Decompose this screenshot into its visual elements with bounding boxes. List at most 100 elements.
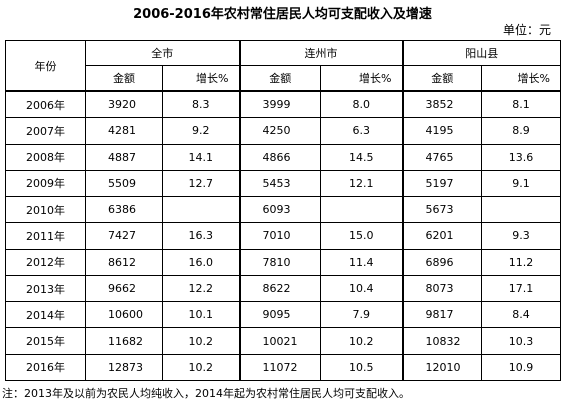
income-table: 年份 全市 连州市 阳山县 金额 增长% 金额 增长% 金额 增长% 2006年…: [5, 40, 561, 382]
amount-cell: 12873: [85, 353, 163, 382]
amount-cell: 4765: [401, 143, 482, 171]
growth-cell: 9.1: [481, 169, 561, 198]
year-cell: 2016年: [5, 353, 86, 382]
growth-cell: 10.3: [481, 327, 561, 355]
growth-cell: 15.0: [320, 222, 403, 250]
growth-cell: [320, 196, 403, 224]
table-row: 2007年 4281 9.2 4250 6.3 4195 8.9: [5, 117, 561, 145]
year-cell: 2010年: [5, 196, 86, 224]
growth-cell: 11.4: [320, 248, 403, 276]
amount-cell: 8073: [401, 274, 482, 303]
year-cell: 2006年: [5, 90, 86, 119]
amount-header: 金额: [238, 65, 321, 92]
amount-cell: 4195: [401, 117, 482, 145]
table-row: 2010年 6386 6093 5673: [5, 196, 561, 224]
year-cell: 2013年: [5, 274, 86, 303]
growth-cell: 12.1: [320, 169, 403, 198]
growth-cell: 14.5: [320, 143, 403, 171]
growth-cell: 10.2: [162, 353, 240, 382]
table-body: 2006年 3920 8.3 3999 8.0 3852 8.1 2007年 4281 9.2 42…: [5, 90, 561, 382]
amount-cell: 4887: [85, 143, 163, 171]
growth-header: 增长%: [320, 65, 403, 92]
growth-cell: 12.2: [162, 274, 240, 303]
growth-cell: 14.1: [162, 143, 240, 171]
year-header: 年份: [5, 40, 86, 92]
table-row: 2011年 7427 16.3 7010 15.0 6201 9.3: [5, 222, 561, 250]
amount-cell: 7427: [85, 222, 163, 250]
growth-cell: 6.3: [320, 117, 403, 145]
amount-cell: 3920: [85, 90, 163, 119]
growth-cell: 10.1: [162, 301, 240, 329]
header-row-metrics: 金额 增长% 金额 增长% 金额 增长%: [6, 65, 561, 92]
amount-cell: 5197: [401, 169, 482, 198]
amount-cell: 6896: [401, 248, 482, 276]
growth-cell: 8.4: [481, 301, 561, 329]
amount-cell: 12010: [401, 353, 482, 382]
amount-cell: 9662: [85, 274, 163, 303]
amount-cell: 8622: [238, 274, 321, 303]
growth-header: 增长%: [162, 65, 240, 92]
amount-cell: 4281: [85, 117, 163, 145]
growth-cell: 10.2: [162, 327, 240, 355]
year-cell: 2015年: [5, 327, 86, 355]
year-cell: 2009年: [5, 169, 86, 198]
growth-cell: 7.9: [320, 301, 403, 329]
growth-cell: 10.5: [320, 353, 403, 382]
amount-cell: 11072: [238, 353, 321, 382]
table-row: 2013年 9662 12.2 8622 10.4 8073 17.1: [5, 274, 561, 303]
year-cell: 2012年: [5, 248, 86, 276]
table-title: 2006-2016年农村常住居民人均可支配收入及增速: [133, 7, 432, 22]
amount-cell: 5509: [85, 169, 163, 198]
table-row: 2012年 8612 16.0 7810 11.4 6896 11.2: [5, 248, 561, 276]
growth-cell: 13.6: [481, 143, 561, 171]
amount-cell: 11682: [85, 327, 163, 355]
amount-cell: 4866: [238, 143, 321, 171]
unit-label: 单位：元: [502, 23, 551, 37]
footnote: 注：2013年及以前为农民人均纯收入，2014年起为农村常住居民人均可支配收入。: [2, 387, 410, 400]
growth-cell: 8.9: [481, 117, 561, 145]
region-header-lianzhou: 连州市: [238, 40, 403, 66]
amount-cell: 6386: [85, 196, 163, 224]
amount-cell: 7810: [238, 248, 321, 276]
growth-cell: [162, 196, 240, 224]
table-row: 2016年 12873 10.2 11072 10.5 12010 10.9: [5, 353, 561, 382]
amount-cell: 9817: [401, 301, 482, 329]
table-row: 2008年 4887 14.1 4866 14.5 4765 13.6: [5, 143, 561, 171]
table-row: 2009年 5509 12.7 5453 12.1 5197 9.1: [5, 169, 561, 198]
amount-cell: 8612: [85, 248, 163, 276]
growth-header: 增长%: [481, 65, 561, 92]
growth-cell: 16.0: [162, 248, 240, 276]
growth-cell: 8.3: [162, 90, 240, 119]
amount-cell: 5453: [238, 169, 321, 198]
growth-cell: 10.9: [481, 353, 561, 382]
year-cell: 2007年: [5, 117, 86, 145]
region-header-all-city: 全市: [85, 40, 240, 66]
growth-cell: 16.3: [162, 222, 240, 250]
growth-cell: 9.2: [162, 117, 240, 145]
amount-header: 金额: [85, 65, 163, 92]
header-row-regions: 年份 全市 连州市 阳山县: [5, 40, 561, 92]
amount-cell: 3852: [401, 90, 482, 119]
amount-header: 金额: [401, 65, 482, 92]
year-cell: 2011年: [5, 222, 86, 250]
growth-cell: 12.7: [162, 169, 240, 198]
amount-cell: 6093: [238, 196, 321, 224]
table-row: 2015年 11682 10.2 10021 10.2 10832 10.3: [5, 327, 561, 355]
amount-cell: 10600: [85, 301, 163, 329]
amount-cell: 10021: [238, 327, 321, 355]
growth-cell: 11.2: [481, 248, 561, 276]
year-cell: 2008年: [5, 143, 86, 171]
amount-cell: 5673: [401, 196, 482, 224]
amount-cell: 9095: [238, 301, 321, 329]
growth-cell: 8.0: [320, 90, 403, 119]
growth-cell: 10.2: [320, 327, 403, 355]
amount-cell: 6201: [401, 222, 482, 250]
amount-cell: 10832: [401, 327, 482, 355]
amount-cell: 3999: [238, 90, 321, 119]
table-row: 2014年 10600 10.1 9095 7.9 9817 8.4: [5, 301, 561, 329]
amount-cell: 7010: [238, 222, 321, 250]
table-row: 2006年 3920 8.3 3999 8.0 3852 8.1: [5, 90, 561, 119]
growth-cell: 17.1: [481, 274, 561, 303]
growth-cell: 10.4: [320, 274, 403, 303]
growth-cell: [481, 196, 561, 224]
